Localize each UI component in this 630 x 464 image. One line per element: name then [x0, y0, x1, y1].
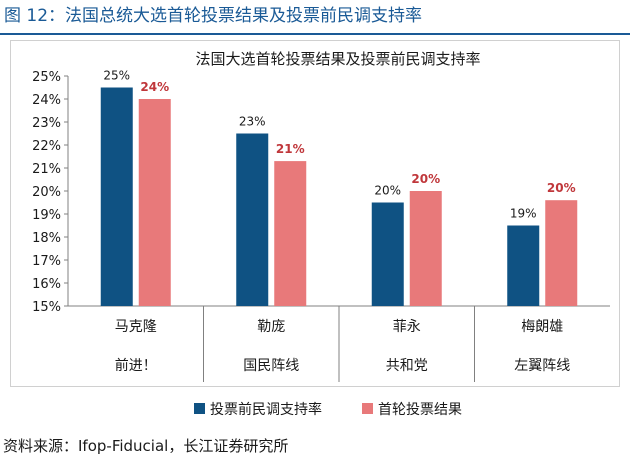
poll-bar — [371, 202, 404, 306]
result-data-label: 20% — [547, 181, 576, 195]
category-name-label: 马克隆 — [115, 319, 157, 335]
legend-poll-label: 投票前民调支持率 — [210, 401, 322, 418]
y-tick-label: 19% — [32, 208, 61, 223]
category-party-label: 共和党 — [386, 358, 428, 374]
result-bar — [138, 99, 171, 306]
poll-data-label: 20% — [374, 184, 401, 198]
figure-title: 图 12：法国总统大选首轮投票结果及投票前民调支持率 — [4, 6, 423, 26]
category-party-label: 国民阵线 — [243, 358, 299, 374]
y-tick-label: 22% — [32, 139, 61, 154]
y-tick-label: 17% — [32, 254, 61, 269]
poll-bar — [507, 225, 540, 306]
y-tick-label: 18% — [32, 231, 61, 246]
category-party-label: 左翼阵线 — [514, 358, 570, 374]
legend-result-label: 首轮投票结果 — [378, 402, 462, 418]
result-data-label: 20% — [411, 172, 440, 186]
result-data-label: 24% — [140, 80, 169, 94]
poll-data-label: 19% — [510, 207, 537, 221]
category-name-label: 勒庞 — [257, 319, 285, 335]
category-party-label: 前进！ — [115, 357, 157, 374]
poll-data-label: 25% — [103, 69, 130, 83]
poll-data-label: 23% — [239, 115, 266, 129]
y-tick-label: 23% — [32, 116, 61, 131]
source-note: 资料来源：Ifop-Fiducial，长江证券研究所 — [3, 437, 289, 455]
title-divider — [0, 33, 630, 35]
category-name-label: 梅朗雄 — [521, 319, 563, 335]
poll-bar — [100, 87, 133, 306]
y-tick-label: 16% — [32, 277, 61, 292]
y-tick-label: 25% — [32, 70, 61, 85]
y-tick-label: 20% — [32, 185, 61, 200]
legend-result-swatch — [362, 403, 373, 414]
legend-poll-swatch — [194, 403, 205, 414]
chart: 法国大选首轮投票结果及投票前民调支持率 15% 16% 17% 18% 19% 20% 21… — [32, 50, 610, 418]
result-data-label: 21% — [276, 142, 305, 156]
chart-title: 法国大选首轮投票结果及投票前民调支持率 — [195, 50, 480, 68]
y-tick-label: 24% — [32, 93, 61, 108]
result-bar — [545, 200, 578, 306]
y-tick-label: 15% — [32, 300, 61, 315]
result-bar — [409, 191, 442, 306]
result-bar — [274, 161, 307, 306]
poll-bar — [236, 133, 269, 306]
category-name-label: 菲永 — [393, 319, 421, 335]
y-tick-label: 21% — [32, 162, 61, 177]
chart-frame — [10, 40, 620, 387]
